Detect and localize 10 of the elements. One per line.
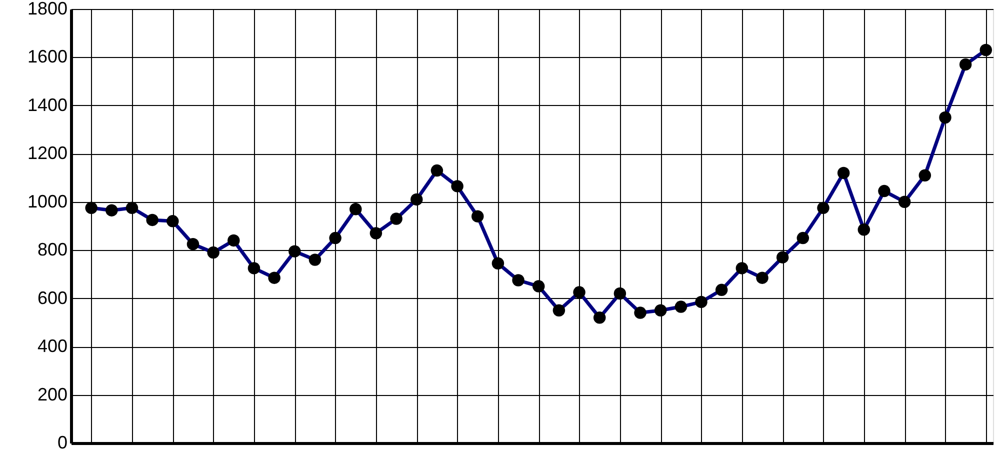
y-tick-label: 600 xyxy=(37,288,68,308)
y-tick-label: 1400 xyxy=(27,94,68,115)
y-tick-label: 1000 xyxy=(27,191,68,212)
y-tick-label: 0 xyxy=(57,432,68,451)
y-tick-label: 1800 xyxy=(27,0,68,18)
y-tick-label: 1600 xyxy=(27,46,68,67)
y-tick-label: 400 xyxy=(37,336,68,356)
y-tick-label: 800 xyxy=(37,240,68,260)
y-tick-label: 200 xyxy=(37,384,68,404)
y-tick-label: 1200 xyxy=(27,143,68,164)
